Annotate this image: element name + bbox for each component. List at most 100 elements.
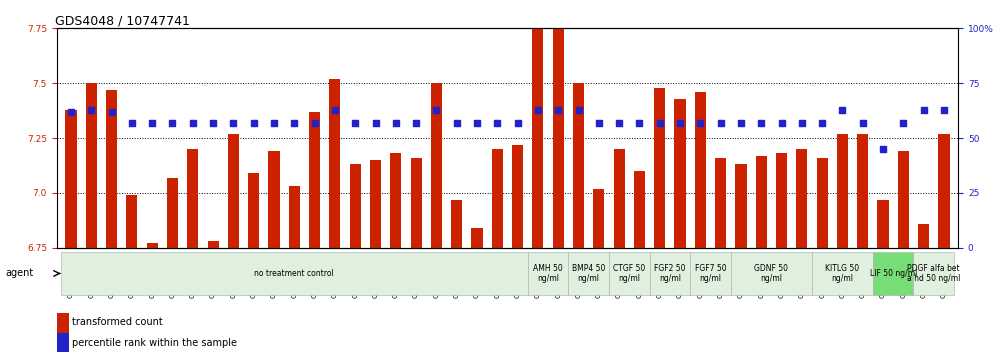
- Point: [631, 120, 647, 126]
- Bar: [918, 224, 929, 248]
- Bar: [872, 252, 913, 295]
- Text: FGF7 50
ng/ml: FGF7 50 ng/ml: [694, 264, 726, 283]
- Point: [327, 107, 343, 112]
- Point: [428, 107, 444, 112]
- Bar: [86, 83, 97, 248]
- Bar: [528, 252, 569, 295]
- Point: [875, 146, 891, 152]
- Point: [307, 120, 323, 126]
- Bar: [390, 153, 401, 248]
- Bar: [594, 189, 605, 248]
- Bar: [207, 241, 219, 248]
- Point: [530, 107, 546, 112]
- Bar: [837, 134, 848, 248]
- Bar: [410, 158, 421, 248]
- Point: [672, 120, 688, 126]
- Point: [266, 120, 282, 126]
- Point: [814, 120, 830, 126]
- Bar: [228, 134, 239, 248]
- Text: GDNF 50
ng/ml: GDNF 50 ng/ml: [754, 264, 789, 283]
- Text: AMH 50
ng/ml: AMH 50 ng/ml: [533, 264, 563, 283]
- Bar: [512, 145, 523, 248]
- Bar: [877, 200, 888, 248]
- Bar: [715, 158, 726, 248]
- Text: GDS4048 / 10747741: GDS4048 / 10747741: [55, 14, 190, 27]
- Point: [387, 120, 403, 126]
- Bar: [776, 153, 787, 248]
- Point: [591, 120, 607, 126]
- Point: [915, 107, 931, 112]
- Bar: [532, 6, 544, 248]
- Bar: [268, 151, 280, 248]
- Point: [225, 120, 241, 126]
- Bar: [66, 109, 77, 248]
- Bar: [812, 252, 872, 295]
- Point: [835, 107, 851, 112]
- Bar: [569, 252, 609, 295]
- Bar: [553, 13, 564, 248]
- Bar: [690, 252, 731, 295]
- Text: CTGF 50
ng/ml: CTGF 50 ng/ml: [614, 264, 645, 283]
- Bar: [106, 90, 118, 248]
- Point: [205, 120, 221, 126]
- Point: [753, 120, 769, 126]
- Point: [246, 120, 262, 126]
- Bar: [330, 79, 341, 248]
- Point: [286, 120, 302, 126]
- Point: [368, 120, 383, 126]
- Point: [651, 120, 667, 126]
- Bar: [756, 156, 767, 248]
- Bar: [735, 164, 747, 248]
- Bar: [370, 160, 381, 248]
- Point: [733, 120, 749, 126]
- Bar: [897, 151, 909, 248]
- Point: [408, 120, 424, 126]
- Bar: [126, 195, 137, 248]
- Bar: [431, 83, 442, 248]
- Bar: [309, 112, 320, 248]
- Bar: [289, 186, 300, 248]
- Point: [571, 107, 587, 112]
- Point: [794, 120, 810, 126]
- Point: [510, 120, 526, 126]
- Bar: [451, 200, 462, 248]
- Bar: [167, 178, 178, 248]
- Bar: [492, 149, 503, 248]
- Point: [855, 120, 871, 126]
- Bar: [61, 252, 528, 295]
- Text: BMP4 50
ng/ml: BMP4 50 ng/ml: [572, 264, 606, 283]
- Point: [692, 120, 708, 126]
- Point: [612, 120, 627, 126]
- Bar: [187, 149, 198, 248]
- Point: [936, 107, 952, 112]
- Point: [895, 120, 911, 126]
- Bar: [913, 252, 954, 295]
- Bar: [609, 252, 649, 295]
- Text: LIF 50 ng/ml: LIF 50 ng/ml: [870, 269, 917, 278]
- Point: [713, 120, 729, 126]
- Bar: [146, 244, 157, 248]
- Point: [63, 109, 79, 115]
- Text: transformed count: transformed count: [72, 317, 162, 327]
- Bar: [350, 164, 361, 248]
- Point: [489, 120, 505, 126]
- Point: [144, 120, 160, 126]
- Bar: [573, 83, 584, 248]
- Bar: [248, 173, 259, 248]
- Point: [124, 120, 139, 126]
- Text: PDGF alfa bet
a hd 50 ng/ml: PDGF alfa bet a hd 50 ng/ml: [907, 264, 960, 283]
- Bar: [796, 149, 808, 248]
- Bar: [614, 149, 624, 248]
- Bar: [695, 92, 706, 248]
- Bar: [674, 98, 685, 248]
- Bar: [731, 252, 812, 295]
- Bar: [471, 228, 483, 248]
- Point: [550, 107, 566, 112]
- Text: no treatment control: no treatment control: [254, 269, 335, 278]
- Bar: [649, 252, 690, 295]
- Point: [104, 109, 120, 115]
- Point: [348, 120, 364, 126]
- Point: [774, 120, 790, 126]
- Text: percentile rank within the sample: percentile rank within the sample: [72, 338, 237, 348]
- Bar: [817, 158, 828, 248]
